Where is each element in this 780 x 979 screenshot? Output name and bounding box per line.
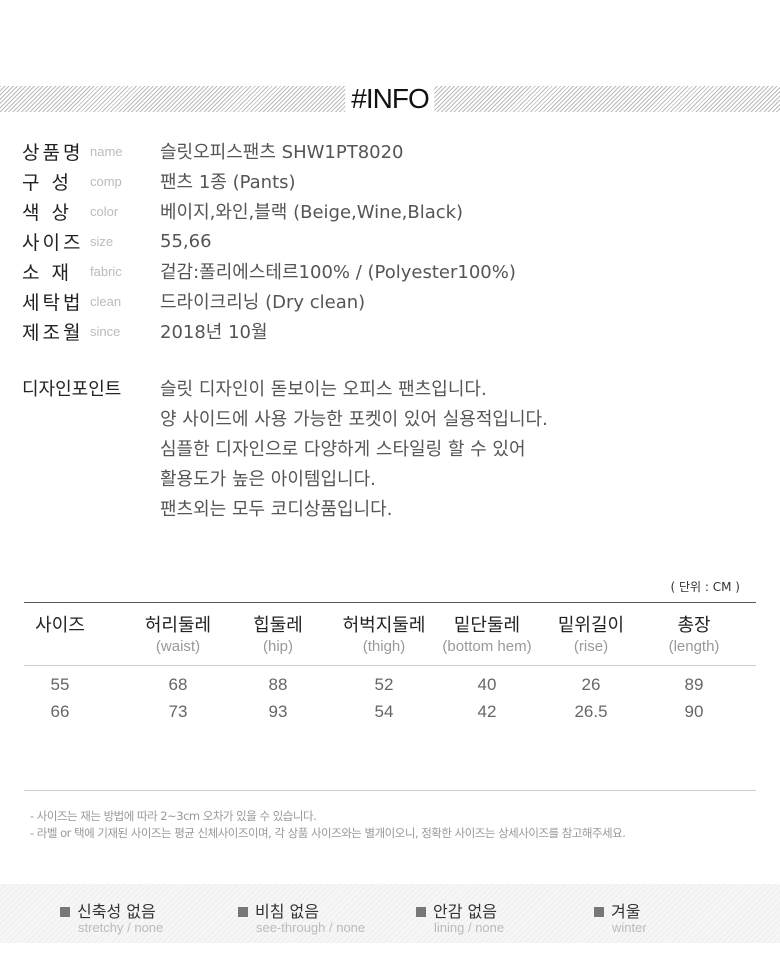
column-header: 사이즈 [35, 615, 85, 636]
table-cell: 42 [477, 702, 497, 721]
info-row: 상품명 name 슬릿오피스팬츠 SHW1PT8020 [22, 136, 404, 166]
feature-item: 겨울 winter [594, 898, 647, 935]
column-subheader: (length) [668, 638, 720, 655]
table-cell: 88 [268, 675, 288, 694]
feature-sub: stretchy / none [78, 920, 164, 935]
info-value: 55,66 [160, 230, 212, 252]
square-bullet-icon [594, 907, 604, 917]
info-sublabel: comp [90, 173, 122, 189]
info-label: 색 상 [22, 201, 72, 224]
column-subheader: (thigh) [362, 638, 406, 655]
feature-label: 겨울 [611, 902, 641, 921]
info-sublabel: color [90, 203, 119, 219]
feature-label: 안감 없음 [433, 902, 497, 921]
table-cell: 40 [477, 675, 497, 694]
column-header: 허벅지둘레 [342, 615, 426, 636]
table-cell: 26 [581, 675, 601, 694]
features-band: 신축성 없음 stretchy / none 비침 없음 see-through /… [0, 884, 780, 943]
column-subheader: (bottom hem) [442, 638, 532, 655]
info-row: 구 성 comp 팬츠 1종 (Pants) [22, 166, 296, 196]
table-cell: 54 [374, 702, 394, 721]
column-subheader: (waist) [155, 638, 201, 655]
column-header: 허리둘레 [144, 615, 212, 636]
table-cell: 68 [168, 675, 188, 694]
column-header: 밑단둘레 [453, 615, 521, 636]
table-cell: 90 [684, 702, 704, 721]
info-label: 제조월 [22, 321, 84, 344]
table-top-border [24, 602, 756, 603]
size-note: - 사이즈는 재는 방법에 따라 2~3cm 오차가 있을 수 있습니다. [30, 809, 317, 823]
design-point-label: 디자인포인트 [22, 379, 122, 400]
info-sublabel: size [90, 233, 114, 249]
info-sublabel: clean [90, 293, 122, 309]
table-bottom-border [24, 790, 756, 791]
info-sublabel: since [90, 323, 121, 339]
column-header: 밑위길이 [557, 615, 625, 636]
info-sublabel: fabric [90, 263, 122, 279]
feature-label: 비침 없음 [255, 902, 319, 921]
square-bullet-icon [60, 907, 70, 917]
info-value: 2018년 10월 [160, 322, 268, 343]
feature-sub: see-through / none [256, 920, 366, 935]
info-row: 사이즈 size 55,66 [22, 226, 212, 256]
table-cell: 66 [50, 702, 70, 721]
square-bullet-icon [238, 907, 248, 917]
square-bullet-icon [416, 907, 426, 917]
column-subheader: (rise) [573, 638, 609, 655]
design-line: 팬츠외는 모두 코디상품입니다. [160, 499, 393, 520]
table-cell: 73 [168, 702, 188, 721]
design-line: 심플한 디자인으로 다양하게 스타일링 할 수 있어 [160, 439, 526, 460]
table-cell: 52 [374, 675, 394, 694]
table-cell: 93 [268, 702, 288, 721]
table-cell: 26.5 [574, 702, 608, 721]
feature-item: 신축성 없음 stretchy / none [60, 898, 163, 935]
info-row: 소 재 fabric 겉감:폴리에스테르100% / (Polyester100%) [22, 256, 516, 286]
column-header: 총장 [677, 615, 711, 636]
feature-label: 신축성 없음 [77, 902, 156, 921]
table-header-divider [24, 665, 756, 666]
design-point-text: 슬릿 디자인이 돋보이는 오피스 팬츠입니다. 양 사이드에 사용 가능한 포켓… [160, 375, 548, 525]
table-cell: 89 [684, 675, 704, 694]
info-label: 소 재 [22, 261, 72, 284]
table-cell: 55 [50, 675, 70, 694]
feature-item: 안감 없음 lining / none [416, 898, 504, 935]
column-subheader: (hip) [262, 638, 294, 655]
design-line: 슬릿 디자인이 돋보이는 오피스 팬츠입니다. [160, 379, 487, 400]
info-label: 사이즈 [22, 231, 84, 254]
info-label: 세탁법 [22, 291, 84, 314]
design-line: 양 사이드에 사용 가능한 포켓이 있어 실용적입니다. [160, 409, 548, 430]
info-value: 팬츠 1종 (Pants) [160, 172, 296, 193]
feature-sub: winter [612, 920, 647, 935]
info-sublabel: name [90, 143, 123, 159]
column-header: 힙둘레 [253, 615, 303, 636]
design-line: 활용도가 높은 아이템입니다. [160, 469, 376, 490]
info-row: 색 상 color 베이지,와인,블랙 (Beige,Wine,Black) [22, 196, 463, 226]
info-value: 슬릿오피스팬츠 SHW1PT8020 [160, 142, 404, 163]
info-value: 드라이크리닝 (Dry clean) [160, 292, 366, 313]
info-label: 상품명 [22, 141, 84, 164]
info-value: 베이지,와인,블랙 (Beige,Wine,Black) [160, 202, 464, 223]
feature-item: 비침 없음 see-through / none [238, 898, 365, 935]
info-value: 겉감:폴리에스테르100% / (Polyester100%) [160, 262, 516, 283]
feature-sub: lining / none [434, 920, 505, 935]
info-row: 제조월 since 2018년 10월 [22, 316, 268, 346]
info-row: 세탁법 clean 드라이크리닝 (Dry clean) [22, 286, 365, 316]
page-title: #INFO [345, 84, 435, 114]
size-note: - 라벨 or 택에 기재된 사이즈는 평균 신체사이즈이며, 각 상품 사이즈… [30, 826, 626, 840]
info-label: 구 성 [22, 171, 72, 194]
unit-label: ( 단위 : CM ) [670, 580, 740, 594]
